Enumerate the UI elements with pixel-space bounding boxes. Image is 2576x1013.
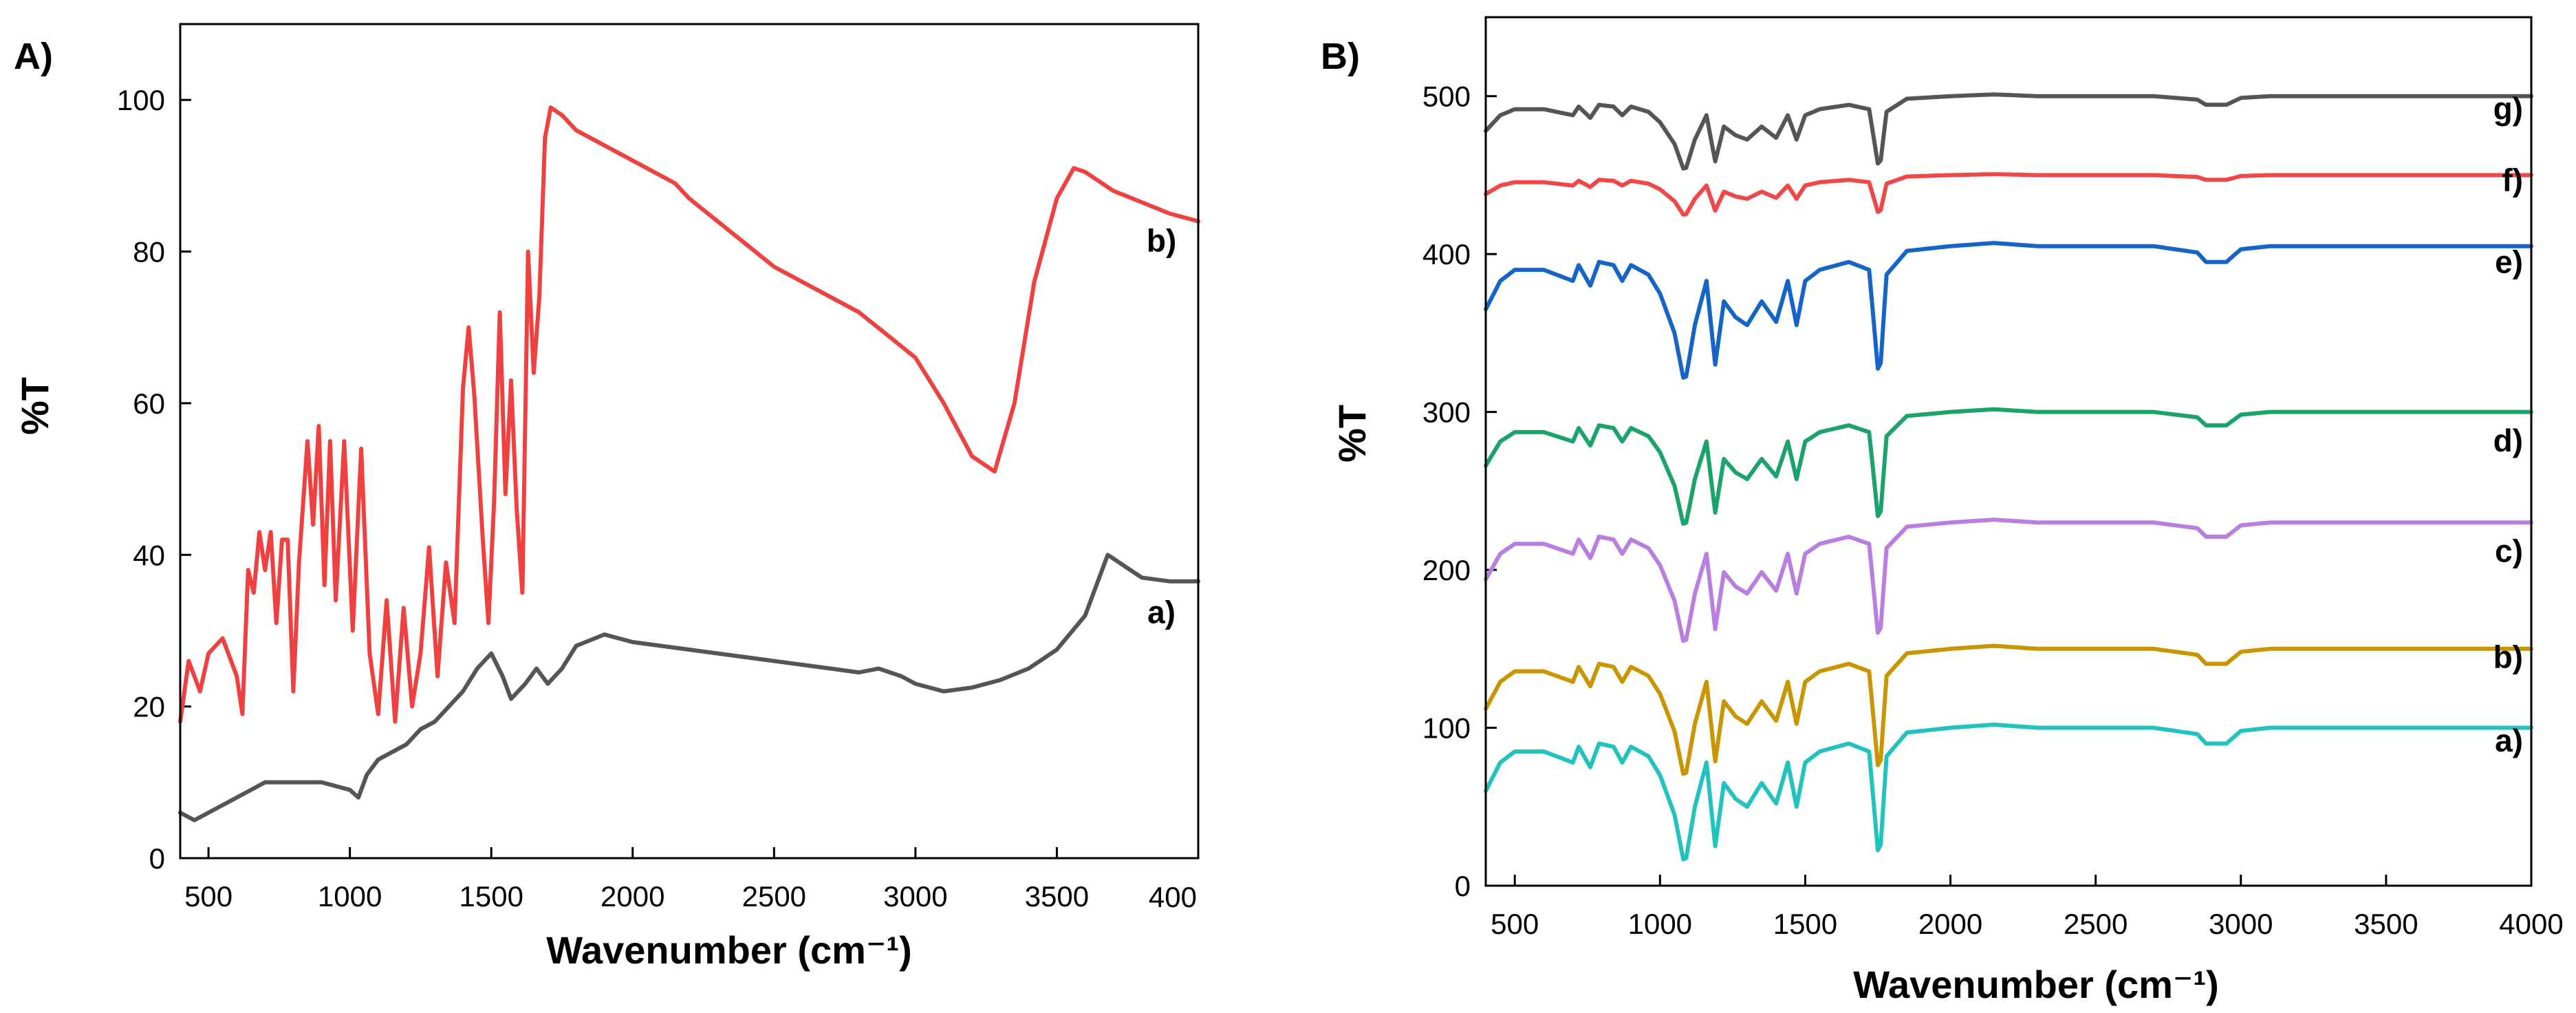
series-label-c: c): [2495, 533, 2523, 569]
y-tick-label: 80: [133, 236, 165, 268]
series-label-b: b): [1147, 223, 1176, 259]
series-label-e: e): [2495, 244, 2523, 280]
series-line-a: [1484, 723, 2533, 862]
x-tick-label: 4000: [2499, 908, 2563, 940]
panel-a-x-axis-title: Wavenumber (cm⁻¹): [546, 928, 912, 972]
y-tick-label: 300: [1422, 396, 1471, 429]
panel-b-ticks: 500 1000 1500 2000 2500 3000 3500 4000 0 100 200 30…: [1422, 81, 2564, 940]
panel-b-series: a) b) c) d) e) f) g): [1484, 91, 2533, 862]
y-tick-label: 60: [133, 387, 165, 420]
series-line-e: [1484, 241, 2533, 380]
panel-b-label: B): [1321, 36, 1360, 77]
series-line-g: [1484, 92, 2533, 171]
y-tick-label: 400: [1422, 238, 1471, 270]
y-tick-label: 200: [1422, 554, 1471, 586]
x-tick-label: 2500: [742, 880, 806, 913]
panel-b-frame: [1484, 16, 2533, 887]
x-tick-label: 3000: [883, 880, 947, 913]
y-tick-label: 100: [1422, 712, 1471, 745]
panel-b-x-axis-title: Wavenumber (cm⁻¹): [1853, 963, 2219, 1006]
x-tick-label: 2500: [2064, 908, 2128, 940]
series-line-d: [1484, 407, 2533, 526]
series-line-a: [178, 553, 1200, 822]
series-line-b: [178, 105, 1200, 724]
series-line-c: [1484, 518, 2533, 643]
x-tick-label: 1500: [459, 880, 523, 913]
y-tick-label: 500: [1422, 81, 1471, 113]
panel-a-series: a) b): [178, 105, 1200, 822]
series-label-b: b): [2493, 639, 2523, 674]
series-line-f: [1484, 172, 2533, 217]
panel-b-y-axis-title: %T: [1330, 405, 1374, 462]
x-tick-label: 500: [1491, 908, 1539, 940]
x-tick-label: 3000: [2209, 908, 2273, 940]
x-tick-label: 3500: [1025, 880, 1089, 913]
x-tick-label: 2000: [600, 880, 664, 913]
panel-a-right-edge-label: 400: [1149, 881, 1197, 913]
panel-b-chart: B) %T Wavenumber (cm⁻¹) 500 1000 1500 2000 2…: [1321, 16, 2564, 1006]
x-tick-label: 1000: [1628, 908, 1692, 940]
panel-a-y-axis-title: %T: [13, 377, 56, 435]
y-tick-label: 40: [133, 539, 165, 571]
series-label-g: g): [2493, 91, 2523, 127]
panel-a-ticks: 500 1000 1500 2000 2500 3000 3500 0 20 40 60 80 100: [117, 84, 1089, 913]
x-tick-label: 2000: [1918, 908, 1982, 940]
y-tick-label: 20: [133, 691, 165, 723]
panel-a-label: A): [14, 36, 53, 77]
y-tick-label: 100: [117, 84, 165, 116]
x-tick-label: 1500: [1773, 908, 1837, 940]
panel-a-frame: [179, 23, 1200, 860]
series-label-d: d): [2493, 423, 2523, 458]
panel-a-chart: A) %T Wavenumber (cm⁻¹) 400 500 1000 1500 2…: [13, 23, 1200, 972]
series-label-f: f): [2502, 162, 2523, 198]
x-tick-label: 1000: [318, 880, 382, 913]
series-label-a: a): [1147, 594, 1176, 630]
series-label-a: a): [2495, 723, 2523, 758]
y-tick-label: 0: [1455, 870, 1471, 902]
y-tick-label: 0: [149, 842, 165, 875]
series-line-b: [1484, 643, 2533, 776]
x-tick-label: 500: [184, 880, 232, 913]
x-tick-label: 3500: [2354, 908, 2418, 940]
